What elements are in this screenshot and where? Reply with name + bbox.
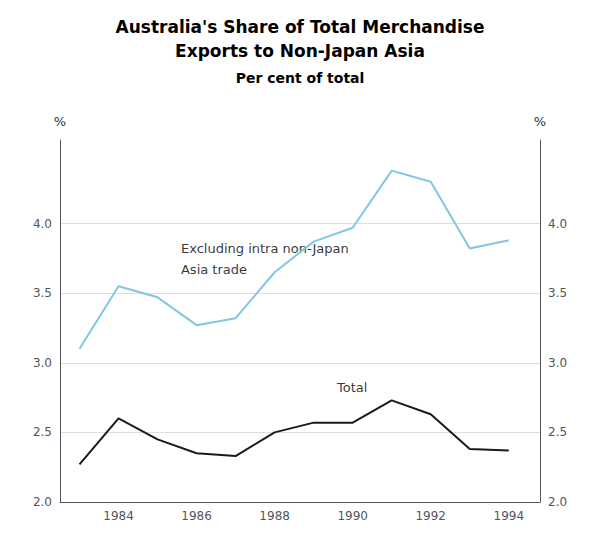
svg-text:1986: 1986 [181, 509, 212, 523]
svg-text:Per cent of total: Per cent of total [236, 70, 365, 86]
svg-text:Asia trade: Asia trade [181, 262, 247, 277]
svg-text:2.0: 2.0 [548, 495, 567, 509]
svg-text:%: % [54, 114, 66, 129]
svg-text:2.0: 2.0 [33, 495, 52, 509]
svg-text:1992: 1992 [415, 509, 446, 523]
svg-text:1988: 1988 [259, 509, 290, 523]
svg-text:4.0: 4.0 [33, 217, 52, 231]
svg-text:3.5: 3.5 [548, 286, 567, 300]
svg-text:1984: 1984 [103, 509, 134, 523]
svg-text:Australia's Share of Total Mer: Australia's Share of Total Merchandise [116, 17, 485, 37]
svg-text:%: % [534, 114, 546, 129]
svg-text:Total: Total [336, 380, 367, 395]
svg-text:1994: 1994 [494, 509, 525, 523]
svg-text:Excluding intra non-Japan: Excluding intra non-Japan [181, 241, 349, 256]
svg-text:4.0: 4.0 [548, 217, 567, 231]
svg-text:Exports to Non-Japan Asia: Exports to Non-Japan Asia [175, 41, 425, 61]
svg-text:3.0: 3.0 [33, 356, 52, 370]
svg-text:3.0: 3.0 [548, 356, 567, 370]
svg-text:1990: 1990 [337, 509, 368, 523]
svg-text:3.5: 3.5 [33, 286, 52, 300]
svg-text:2.5: 2.5 [33, 425, 52, 439]
svg-text:2.5: 2.5 [548, 425, 567, 439]
